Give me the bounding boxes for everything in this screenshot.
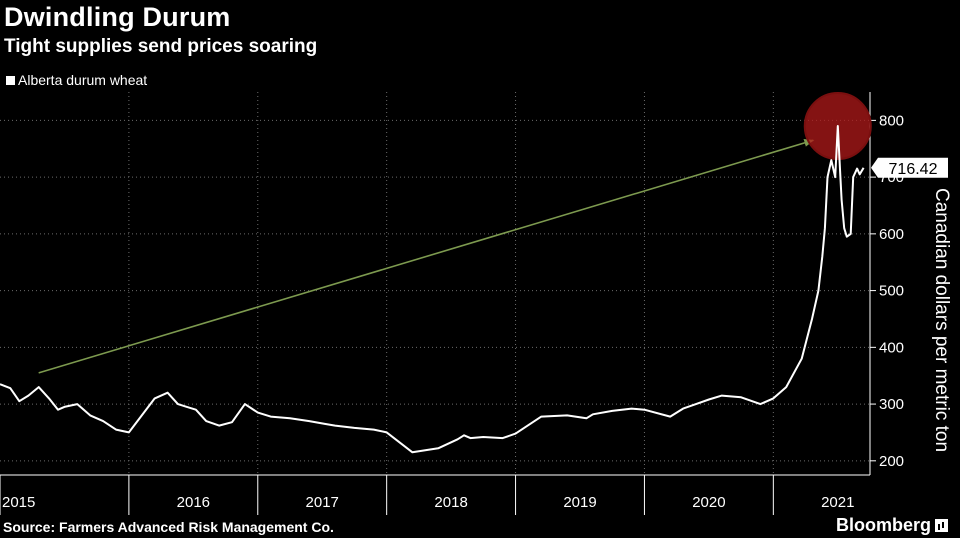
y-tick-label-600: 600 xyxy=(879,226,904,243)
y-tick-label-800: 800 xyxy=(879,112,904,129)
series-line-alberta-durum-wheat xyxy=(0,125,865,454)
y-tick-label-300: 300 xyxy=(879,396,904,413)
brand-text: Bloomberg xyxy=(836,515,932,535)
source-note: Source: Farmers Advanced Risk Management… xyxy=(3,519,334,535)
x-tick-label-2017: 2017 xyxy=(306,494,339,511)
x-tick-label-2019: 2019 xyxy=(563,494,596,511)
last-value-label: 716.42 xyxy=(871,157,948,178)
y-tick-label-200: 200 xyxy=(879,453,904,470)
x-tick-label-2018: 2018 xyxy=(434,494,467,511)
x-tick-label-2016: 2016 xyxy=(177,494,210,511)
bloomberg-logo: Bloomberg xyxy=(836,515,949,536)
chart-subtitle: Tight supplies send prices soaring xyxy=(4,36,318,57)
x-axis: 2015 2016 2017 2018 2019 2020 2021 xyxy=(0,474,870,515)
last-value-text: 716.42 xyxy=(889,161,938,178)
chart-title: Dwindling Durum xyxy=(4,2,231,32)
legend-swatch xyxy=(6,75,15,85)
annotations xyxy=(38,92,872,374)
x-tick-label-2020: 2020 xyxy=(692,494,725,511)
y-axis: 200300400500600700800 xyxy=(869,92,904,475)
y-tick-label-500: 500 xyxy=(879,283,904,300)
trend-arrow xyxy=(38,138,815,374)
bloomberg-mark-icon xyxy=(935,519,949,532)
y-tick-label-400: 400 xyxy=(879,339,904,356)
grid xyxy=(0,92,870,475)
legend-label: Alberta durum wheat xyxy=(18,72,148,88)
last-value-box xyxy=(871,157,948,178)
y-axis-label: Canadian dollars per metric ton xyxy=(931,188,952,452)
x-tick-label-2015: 2015 xyxy=(2,494,35,511)
legend: Alberta durum wheat xyxy=(6,72,147,88)
x-tick-label-2021: 2021 xyxy=(821,494,854,511)
